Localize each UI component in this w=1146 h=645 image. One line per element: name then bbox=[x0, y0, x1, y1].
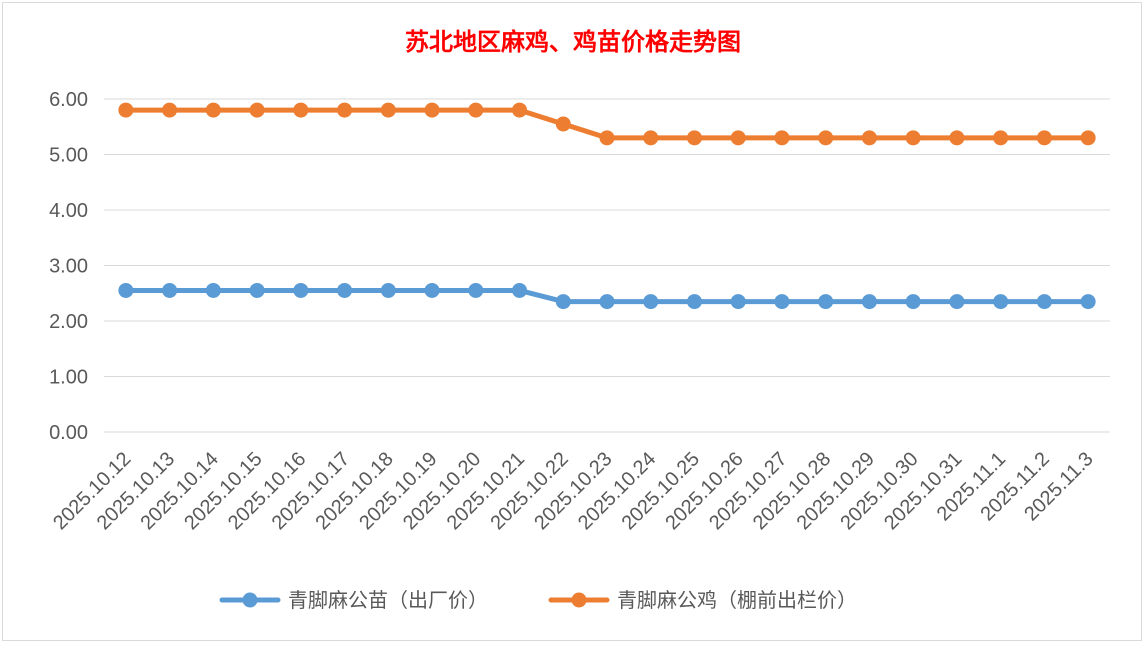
data-point bbox=[162, 102, 178, 118]
data-point bbox=[1036, 130, 1052, 146]
data-point bbox=[818, 294, 834, 310]
data-point bbox=[1080, 294, 1096, 310]
data-point bbox=[249, 102, 265, 118]
legend-label: 青脚麻公苗（出厂价） bbox=[288, 588, 488, 612]
y-tick-label: 0.00 bbox=[49, 422, 88, 444]
y-tick-label: 2.00 bbox=[49, 311, 88, 333]
data-point bbox=[512, 282, 528, 298]
data-point bbox=[424, 102, 440, 118]
data-point bbox=[118, 102, 134, 118]
legend-swatch-marker bbox=[571, 592, 587, 608]
data-point bbox=[337, 102, 353, 118]
series-1 bbox=[118, 282, 1096, 310]
data-point bbox=[599, 130, 615, 146]
data-point bbox=[512, 102, 528, 118]
data-point bbox=[993, 294, 1009, 310]
data-point bbox=[774, 294, 790, 310]
series-2 bbox=[118, 102, 1096, 146]
x-axis-ticks: 2025.10.122025.10.132025.10.142025.10.15… bbox=[49, 448, 1098, 534]
data-point bbox=[205, 282, 221, 298]
data-point bbox=[205, 102, 221, 118]
chart-title: 苏北地区麻鸡、鸡苗价格走势图 bbox=[405, 27, 741, 56]
data-point bbox=[643, 130, 659, 146]
data-point bbox=[949, 294, 965, 310]
grid-layer bbox=[104, 98, 1110, 433]
legend-swatch-marker bbox=[242, 592, 258, 608]
legend-item-2: 青脚麻公鸡（棚前出栏价） bbox=[548, 588, 857, 612]
data-point bbox=[468, 282, 484, 298]
data-point bbox=[905, 130, 921, 146]
data-point bbox=[424, 282, 440, 298]
data-point bbox=[555, 294, 571, 310]
data-point bbox=[730, 130, 746, 146]
data-point bbox=[293, 102, 309, 118]
data-point bbox=[380, 282, 396, 298]
data-point bbox=[686, 294, 702, 310]
data-point bbox=[118, 282, 134, 298]
data-point bbox=[1036, 294, 1052, 310]
y-tick-label: 6.00 bbox=[49, 89, 88, 111]
data-point bbox=[162, 282, 178, 298]
data-point bbox=[1080, 130, 1096, 146]
data-point bbox=[468, 102, 484, 118]
legend-item-1: 青脚麻公苗（出厂价） bbox=[219, 588, 488, 612]
data-point bbox=[337, 282, 353, 298]
series-layer bbox=[118, 102, 1096, 310]
data-point bbox=[730, 294, 746, 310]
data-point bbox=[949, 130, 965, 146]
legend-label: 青脚麻公鸡（棚前出栏价） bbox=[617, 588, 857, 612]
data-point bbox=[293, 282, 309, 298]
data-point bbox=[861, 294, 877, 310]
data-point bbox=[599, 294, 615, 310]
y-tick-label: 4.00 bbox=[49, 200, 88, 222]
data-point bbox=[774, 130, 790, 146]
legend: 青脚麻公苗（出厂价） 青脚麻公鸡（棚前出栏价） bbox=[219, 588, 857, 612]
data-point bbox=[380, 102, 396, 118]
data-point bbox=[643, 294, 659, 310]
y-tick-label: 5.00 bbox=[49, 145, 88, 167]
data-point bbox=[905, 294, 921, 310]
data-point bbox=[686, 130, 702, 146]
data-point bbox=[249, 282, 265, 298]
data-point bbox=[861, 130, 877, 146]
y-tick-label: 3.00 bbox=[49, 256, 88, 278]
data-point bbox=[818, 130, 834, 146]
y-axis-ticks: 0.00 1.00 2.00 3.00 4.00 5.00 6.00 bbox=[49, 89, 88, 444]
data-point bbox=[555, 116, 571, 132]
data-point bbox=[993, 130, 1009, 146]
y-tick-label: 1.00 bbox=[49, 367, 88, 389]
